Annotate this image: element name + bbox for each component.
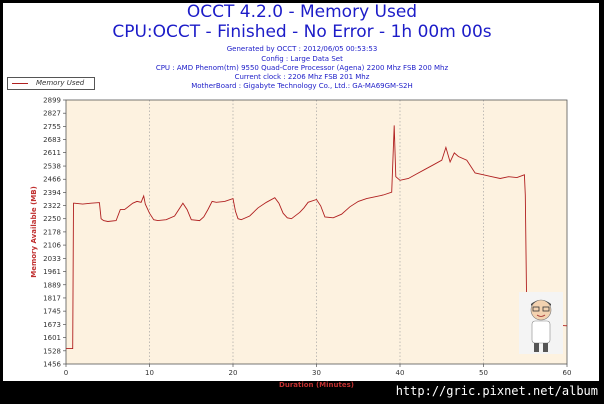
legend-swatch — [12, 83, 28, 84]
y-tick-label: 1889 — [43, 281, 61, 289]
x-tick-label: 10 — [145, 369, 154, 377]
x-tick-label: 0 — [64, 369, 68, 377]
x-tick-label: 60 — [563, 369, 572, 377]
y-tick-label: 2538 — [43, 163, 61, 171]
y-tick-label: 1528 — [43, 347, 61, 355]
y-tick-label: 2106 — [43, 242, 61, 250]
x-tick-label: 40 — [396, 369, 405, 377]
y-axis-label: Memory Available (MB) — [30, 186, 38, 278]
watermark-url: http://gric.pixnet.net/album — [395, 384, 598, 398]
y-tick-label: 1961 — [43, 268, 61, 276]
y-tick-label: 2394 — [43, 189, 61, 197]
y-tick-label: 1456 — [43, 361, 61, 369]
y-tick-label: 2178 — [43, 228, 61, 236]
y-tick-label: 2322 — [43, 202, 61, 210]
avatar-icon — [519, 292, 563, 354]
chart-subtitle: CPU:OCCT - Finished - No Error - 1h 00m … — [112, 22, 492, 42]
x-tick-label: 30 — [312, 369, 321, 377]
plot-border — [65, 99, 568, 365]
y-tick-label: 2899 — [43, 97, 61, 105]
chart-title: OCCT 4.2.0 - Memory Used — [186, 2, 418, 22]
info-config: Config : Large Data Set — [261, 55, 343, 63]
info-motherboard: MotherBoard : Gigabyte Technology Co., L… — [191, 82, 413, 90]
y-tick-label: 1601 — [43, 334, 61, 342]
y-tick-label: 2033 — [43, 255, 61, 263]
y-tick-label: 2827 — [43, 110, 61, 118]
x-axis-label: Duration (Minutes) — [279, 381, 354, 389]
y-tick-label: 1745 — [43, 308, 61, 316]
info-cpu: CPU : AMD Phenom(tm) 9550 Quad-Core Proc… — [155, 64, 449, 72]
y-tick-label: 2683 — [43, 136, 61, 144]
series-line-memory-used — [66, 125, 568, 350]
info-generated: Generated by OCCT : 2012/06/05 00:53:53 — [226, 45, 378, 53]
x-tick-label: 50 — [479, 369, 488, 377]
y-tick-label: 1673 — [43, 321, 61, 329]
legend-label: Memory Used — [36, 79, 85, 87]
y-tick-label: 2466 — [43, 176, 61, 184]
x-tick-label: 20 — [229, 369, 238, 377]
plot-area — [66, 100, 567, 364]
chart-legend: Memory Used — [7, 77, 95, 90]
y-tick-label: 1817 — [43, 294, 61, 302]
y-tick-label: 2755 — [43, 123, 61, 131]
y-tick-label: 2611 — [43, 149, 61, 157]
info-clock: Current clock : 2206 Mhz FSB 201 Mhz — [234, 73, 370, 81]
y-tick-label: 2250 — [43, 215, 61, 223]
